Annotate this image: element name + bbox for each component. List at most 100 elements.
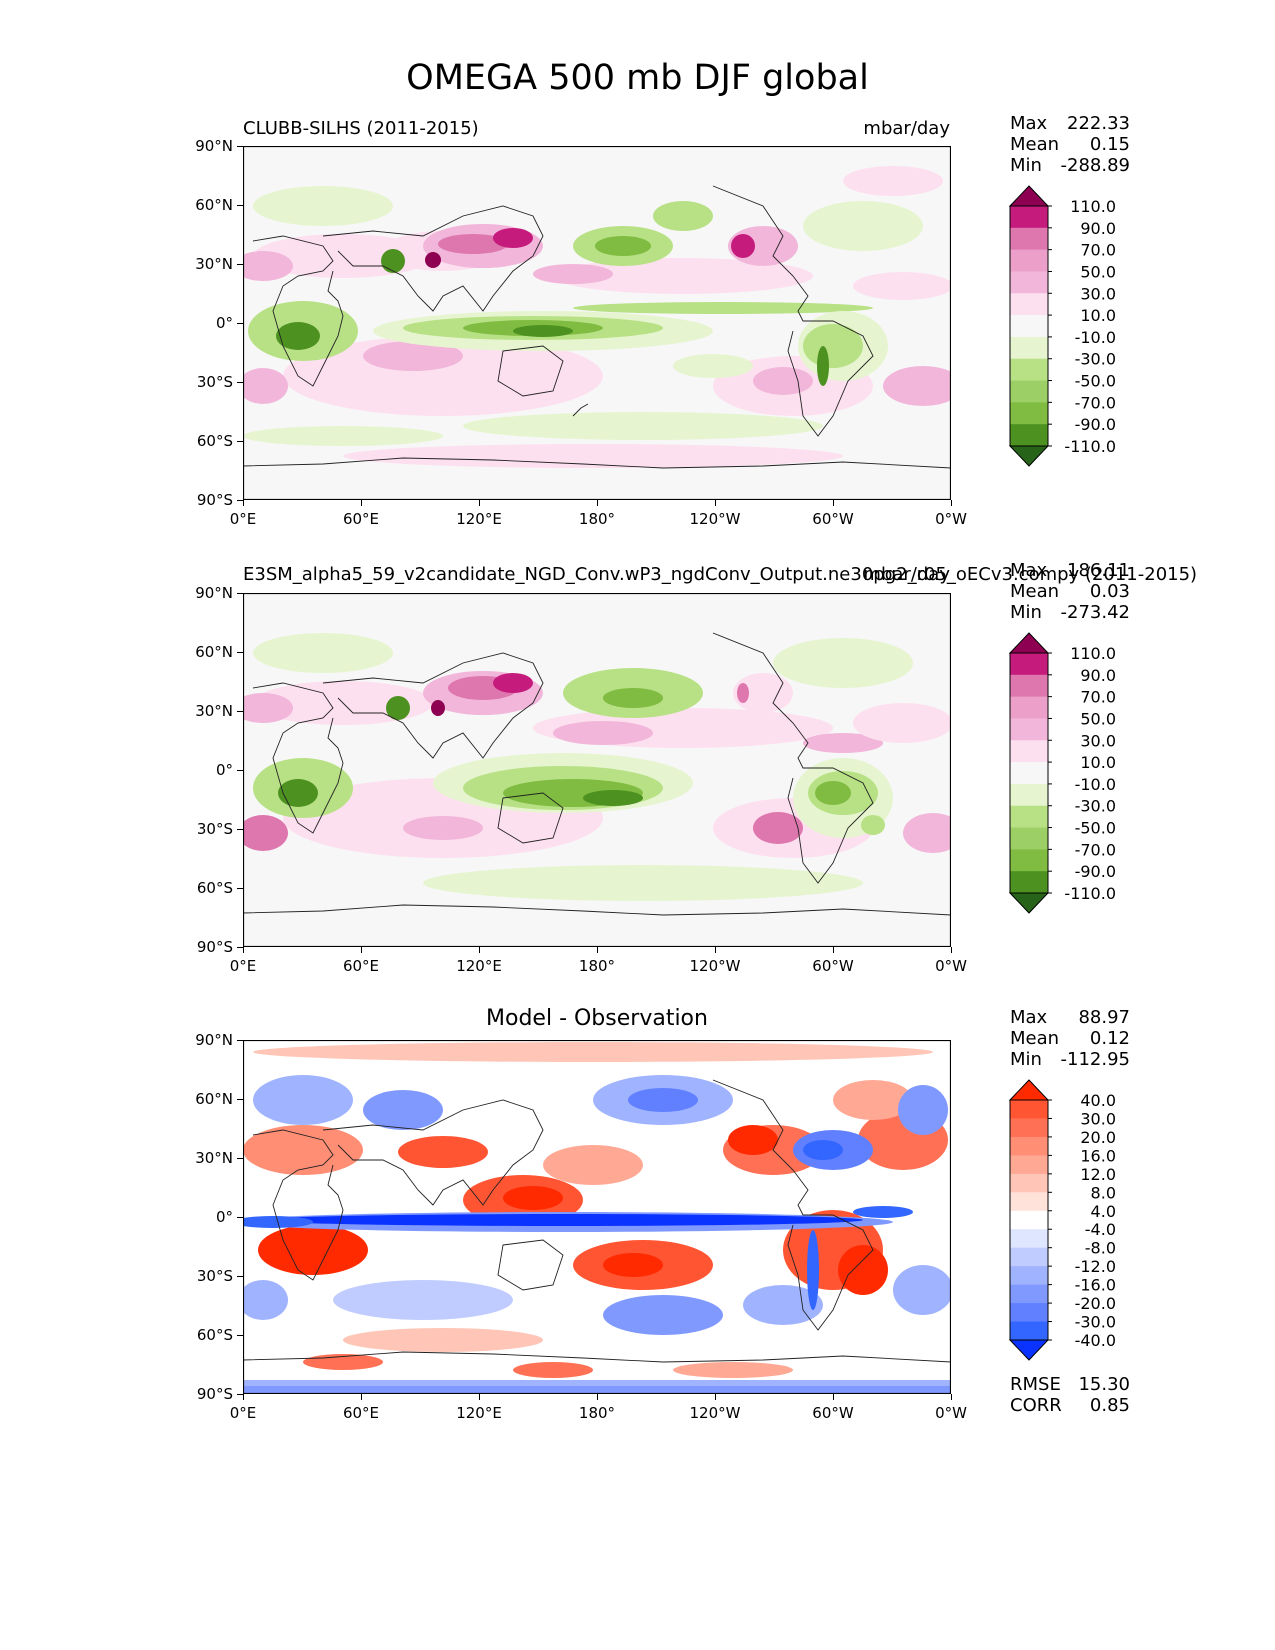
panel-2-map (243, 593, 951, 947)
colorbar-label: -50.0 (1075, 372, 1116, 391)
colorbar-extend-bottom (1008, 445, 1050, 467)
colorbar-segment (1010, 1118, 1048, 1138)
figure-title: OMEGA 500 mb DJF global (406, 58, 869, 98)
x-tick-label: 0°E (229, 510, 257, 528)
colorbar-outline (1009, 652, 1049, 894)
y-tick-mark (237, 1216, 243, 1218)
y-tick-mark (237, 592, 243, 594)
x-tick-label: 0°E (229, 1404, 257, 1422)
y-tick-label: 30°N (195, 255, 233, 273)
x-tick-label: 0°E (229, 957, 257, 975)
colorbar-label: 90.0 (1080, 219, 1116, 238)
x-tick-mark (242, 947, 244, 953)
x-tick-label: 60°E (342, 510, 380, 528)
colorbar-label: -4.0 (1085, 1220, 1116, 1239)
panel-1-mean-value: 0.15 (1089, 134, 1130, 155)
colorbar-extend-bottom (1008, 892, 1050, 914)
colorbar-label: 70.0 (1080, 241, 1116, 260)
y-tick-label: 90°S (196, 938, 233, 956)
colorbar-label: 90.0 (1080, 666, 1116, 685)
colorbar-segment (1010, 1155, 1048, 1175)
panel-3-max-value: 88.97 (1078, 1007, 1130, 1028)
colorbar-label: -8.0 (1085, 1239, 1116, 1258)
colorbar-extend-top (1008, 632, 1050, 654)
colorbar-outline (1009, 1099, 1049, 1341)
x-tick-mark (714, 1394, 716, 1400)
y-tick-label: 60°N (195, 1090, 233, 1108)
colorbar-segment (1010, 293, 1048, 316)
colorbar-label: 8.0 (1091, 1183, 1116, 1202)
colorbar-label: -70.0 (1075, 840, 1116, 859)
colorbar-segment (1010, 358, 1048, 382)
colorbar-segment (1010, 271, 1048, 294)
x-tick-mark (832, 1394, 834, 1400)
panel-3-min-label: Min (1010, 1049, 1042, 1070)
x-tick-mark (360, 947, 362, 953)
panel-2-max-value: 186.11 (1067, 560, 1130, 581)
x-tick-mark (360, 1394, 362, 1400)
colorbar-panel-3: 40.030.020.016.012.08.04.0-4.0-8.0-12.0-… (1008, 1079, 1116, 1361)
colorbar-label: -70.0 (1075, 393, 1116, 412)
colorbar-panel-2: 110.0 90.0 70.0 50.0 30.0 10.0 -10.0 -30.0 -50.0… (1008, 632, 1116, 914)
panel-1-min-value: -288.89 (1060, 155, 1130, 176)
colorbar-label: -110.0 (1064, 884, 1116, 903)
panel-3-max-label: Max (1010, 1007, 1048, 1028)
y-tick-mark (237, 263, 243, 265)
colorbar-segment (1010, 424, 1048, 447)
x-tick-mark (478, 947, 480, 953)
x-tick-mark (714, 947, 716, 953)
y-tick-mark (237, 204, 243, 206)
x-tick-mark (478, 500, 480, 506)
x-tick-label: 60°W (812, 957, 854, 975)
colorbar-segment (1010, 380, 1048, 403)
y-tick-mark (237, 499, 243, 501)
colorbar-segment (1010, 249, 1048, 272)
colorbar-label: -40.0 (1075, 1331, 1116, 1350)
colorbar-segment (1010, 1303, 1048, 1323)
panel-3-mean-value: 0.12 (1089, 1028, 1130, 1049)
colorbar-segment (1010, 1210, 1048, 1230)
y-tick-mark (237, 1275, 243, 1277)
colorbar-label: -10.0 (1075, 328, 1116, 347)
colorbar-segment (1010, 718, 1048, 741)
colorbar-label: -50.0 (1075, 819, 1116, 838)
panel-2-min-value: -273.42 (1060, 602, 1130, 623)
x-tick-label: 180° (578, 957, 616, 975)
colorbar-label: -30.0 (1075, 350, 1116, 369)
colorbar-extend-top (1008, 185, 1050, 207)
x-tick-mark (360, 500, 362, 506)
colorbar-label: 40.0 (1080, 1091, 1116, 1110)
colorbar-segment (1010, 1266, 1048, 1286)
x-tick-label: 60°W (812, 510, 854, 528)
x-tick-mark (950, 947, 952, 953)
y-tick-label: 0° (215, 1208, 233, 1226)
x-tick-label: 0°W (935, 1404, 967, 1422)
y-tick-label: 30°N (195, 1149, 233, 1167)
colorbar-segment (1010, 1100, 1048, 1119)
y-tick-mark (237, 887, 243, 889)
colorbar-segment (1010, 315, 1048, 338)
y-tick-mark (237, 145, 243, 147)
colorbar-label: -90.0 (1075, 862, 1116, 881)
colorbar-label: -30.0 (1075, 797, 1116, 816)
x-tick-mark (950, 1394, 952, 1400)
y-tick-mark (237, 440, 243, 442)
x-tick-label: 60°E (342, 957, 380, 975)
colorbar-label: 110.0 (1070, 644, 1116, 663)
colorbar-extend-top (1008, 1079, 1050, 1101)
colorbar-segment (1010, 1192, 1048, 1212)
y-tick-mark (237, 1098, 243, 1100)
x-tick-label: 120°E (456, 957, 502, 975)
panel-2-mean-label: Mean (1010, 581, 1060, 602)
corr-label: CORR (1010, 1395, 1062, 1416)
colorbar-label: -20.0 (1075, 1294, 1116, 1313)
panel-2-units: mbar/day (863, 564, 950, 585)
colorbar-label: 50.0 (1080, 709, 1116, 728)
x-tick-label: 120°W (689, 1404, 741, 1422)
y-tick-label: 0° (215, 314, 233, 332)
x-tick-label: 180° (578, 510, 616, 528)
panel-2-min-label: Min (1010, 602, 1042, 623)
x-tick-label: 180° (578, 1404, 616, 1422)
colorbar-label: -30.0 (1075, 1313, 1116, 1332)
colorbar-label: -90.0 (1075, 415, 1116, 434)
